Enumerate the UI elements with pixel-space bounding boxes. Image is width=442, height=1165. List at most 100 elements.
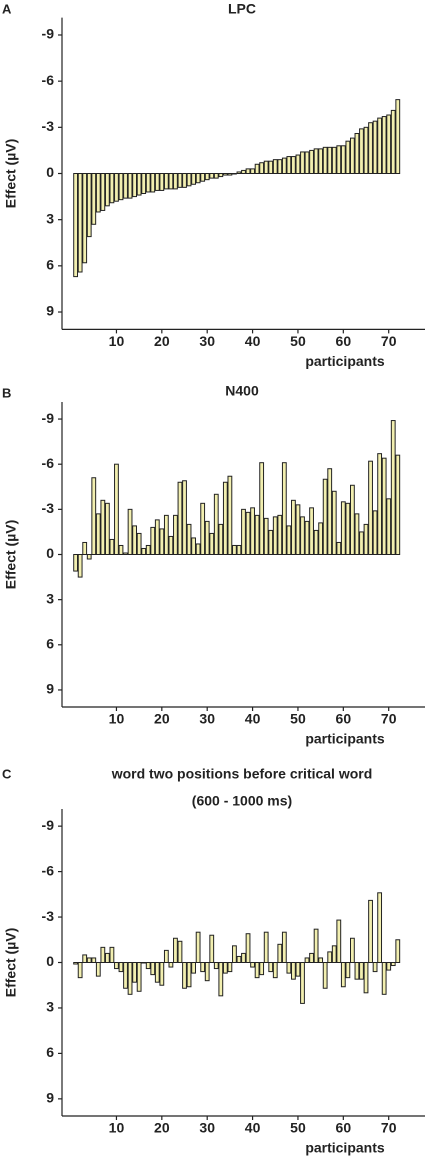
bar — [291, 156, 296, 174]
y-tick-label: 6 — [46, 1044, 54, 1060]
bar — [191, 537, 196, 556]
x-tick-label: 30 — [199, 333, 215, 349]
bar — [227, 173, 233, 176]
bar — [377, 117, 383, 174]
y-tick-label: 3 — [46, 210, 54, 226]
y-tick-label: -9 — [42, 817, 55, 833]
bar — [218, 523, 224, 556]
bar — [173, 937, 178, 964]
bar — [236, 955, 242, 964]
bar — [236, 544, 242, 555]
bar — [395, 454, 401, 556]
y-tick-label: 0 — [46, 545, 54, 561]
bar — [309, 149, 314, 174]
chart-title: N400 — [225, 383, 259, 399]
bar — [381, 116, 387, 174]
bar — [173, 173, 178, 190]
bar — [114, 962, 119, 970]
bar — [318, 148, 324, 175]
bar — [204, 962, 210, 982]
bar — [313, 928, 319, 963]
bar — [123, 552, 128, 555]
bar — [123, 173, 128, 199]
bar — [150, 173, 156, 193]
bar — [191, 962, 196, 974]
bar — [368, 899, 373, 964]
x-tick-label: 60 — [336, 711, 352, 727]
bar — [250, 507, 255, 555]
x-axis-label: participants — [305, 731, 385, 747]
bar — [368, 122, 373, 174]
bar — [154, 519, 160, 556]
bar — [295, 154, 301, 174]
bar — [127, 508, 133, 556]
bar — [218, 173, 224, 178]
bar — [136, 173, 142, 196]
x-tick-label: 70 — [381, 711, 397, 727]
bar — [390, 109, 396, 174]
x-tick-label: 40 — [245, 333, 261, 349]
bar — [195, 173, 201, 184]
y-tick-label: 9 — [46, 681, 54, 697]
bar — [232, 173, 237, 175]
bar — [104, 952, 110, 963]
bar — [182, 962, 187, 989]
bar — [209, 532, 215, 555]
bar — [336, 145, 342, 175]
bar — [254, 163, 260, 175]
x-tick-label: 50 — [290, 333, 306, 349]
bar — [95, 513, 101, 555]
x-tick-label: 20 — [154, 1120, 170, 1136]
bar — [159, 173, 165, 191]
bar — [82, 173, 88, 264]
bar — [336, 541, 342, 556]
bar — [204, 173, 210, 181]
bar — [272, 516, 278, 555]
bar — [91, 173, 97, 225]
bar — [109, 946, 115, 963]
bar — [200, 962, 206, 973]
chart-subtitle: (600 - 1000 ms) — [192, 793, 292, 809]
x-tick-label: 20 — [154, 333, 170, 349]
bar — [286, 156, 292, 174]
x-tick-label: 60 — [336, 1120, 352, 1136]
bar — [363, 523, 369, 556]
bar — [268, 529, 274, 555]
bar — [268, 160, 274, 175]
bar — [114, 173, 119, 202]
bar — [159, 962, 165, 986]
bar — [109, 538, 115, 556]
bar — [73, 554, 79, 572]
bar — [350, 484, 355, 555]
bar — [327, 468, 333, 555]
bar — [177, 940, 183, 963]
bar — [245, 168, 251, 174]
bar — [82, 541, 88, 556]
bar — [154, 962, 160, 983]
bar — [322, 146, 328, 175]
bar — [86, 173, 92, 238]
bar — [363, 962, 369, 994]
bar — [173, 514, 178, 555]
bar — [195, 931, 201, 964]
bar — [77, 962, 83, 979]
bar — [291, 499, 296, 556]
bar — [127, 173, 133, 199]
bar — [345, 140, 351, 174]
bar — [209, 934, 215, 963]
bar — [86, 957, 92, 964]
x-tick-label: 10 — [109, 711, 125, 727]
bar — [345, 962, 351, 979]
bar — [322, 478, 328, 555]
x-tick-label: 20 — [154, 711, 170, 727]
bar — [390, 420, 396, 555]
bar — [91, 957, 97, 964]
bar — [250, 962, 255, 968]
y-tick-label: -6 — [42, 455, 55, 471]
x-tick-label: 40 — [245, 1120, 261, 1136]
x-tick-label: 60 — [336, 333, 352, 349]
bar — [168, 535, 174, 556]
bar — [340, 145, 346, 175]
bar — [227, 962, 233, 973]
